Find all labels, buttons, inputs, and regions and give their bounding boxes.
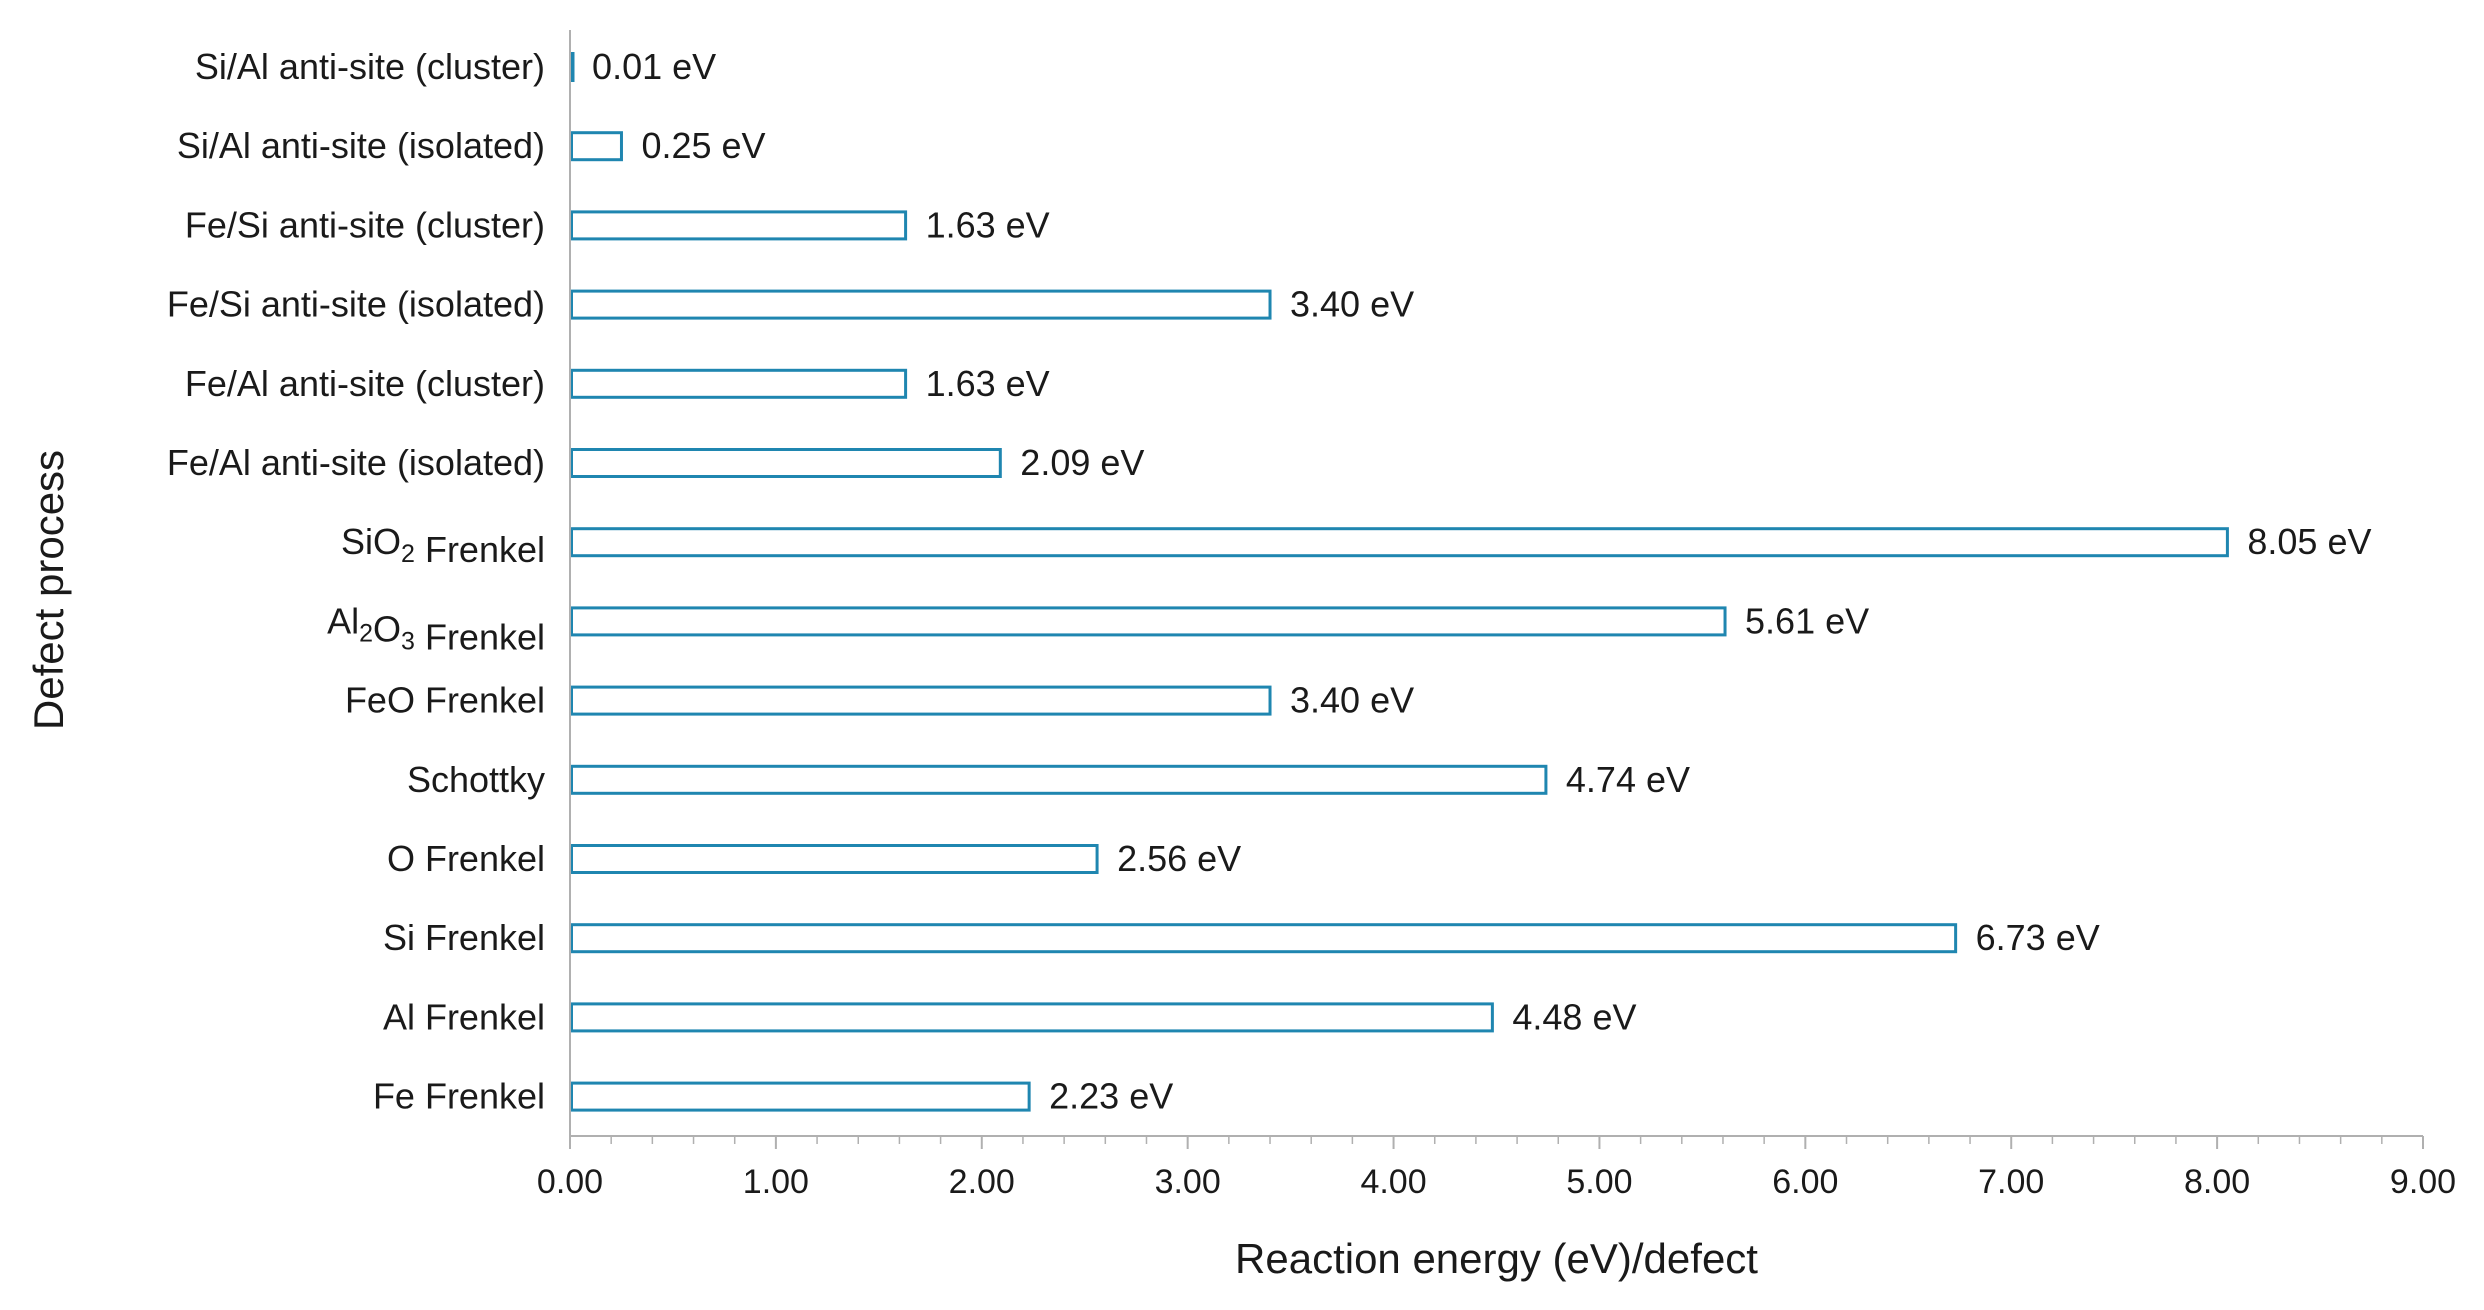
x-tick-label: 1.00 [743,1163,809,1201]
category-label: Si/Al anti-site (isolated) [177,125,545,166]
bars-layer [570,52,2229,1112]
category-label: Al Frenkel [383,996,545,1037]
bar-value-label: 8.05 eV [2247,521,2371,562]
category-label: Si/Al anti-site (cluster) [195,46,545,87]
bar-value-label: 2.23 eV [1049,1076,1173,1117]
bar [570,52,575,82]
category-label: Schottky [407,759,545,800]
category-label: Fe/Al anti-site (cluster) [185,363,545,404]
bar [570,289,1272,320]
y-axis-title: Defect process [25,450,72,730]
bar-value-label: 4.48 eV [1512,996,1636,1037]
bar [570,527,2229,558]
bar [570,210,908,241]
bar [570,923,1958,954]
bar [570,606,1727,637]
bar-value-label: 2.09 eV [1020,442,1144,483]
x-tick-label: 2.00 [949,1163,1015,1201]
bar-value-label: 1.63 eV [926,363,1050,404]
category-label: O Frenkel [387,838,545,879]
category-label: SiO2 Frenkel [341,521,545,570]
category-label: Fe/Al anti-site (isolated) [167,442,545,483]
x-tick-label: 9.00 [2390,1163,2456,1201]
category-label: Fe/Si anti-site (isolated) [167,284,545,325]
category-label: Fe Frenkel [373,1076,545,1117]
x-tick-label: 8.00 [2184,1163,2250,1201]
bar-value-label: 3.40 eV [1290,680,1414,721]
bar-value-label: 6.73 eV [1976,917,2100,958]
category-label: Si Frenkel [383,917,545,958]
x-axis-title: Reaction energy (eV)/defect [1235,1235,1758,1282]
x-tick-label: 0.00 [537,1163,603,1201]
x-tick-label: 7.00 [1978,1163,2044,1201]
bar [570,685,1272,716]
bar-value-label: 2.56 eV [1117,838,1241,879]
bar-value-label: 1.63 eV [926,204,1050,245]
x-axis: 0.00 1.00 2.00 3.00 4.00 5.00 6.00 7.00 8.00 9.00 [537,30,2456,1201]
bar [570,1081,1031,1112]
bar [570,368,908,399]
bar-value-label: 3.40 eV [1290,284,1414,325]
category-label: Fe/Si anti-site (cluster) [185,204,545,245]
bar [570,448,1002,478]
bar [570,1002,1494,1033]
labels-layer: 0.01 eV Si/Al anti-site (cluster) 0.25 eV S… [167,46,2372,1117]
x-tick-label: 6.00 [1772,1163,1838,1201]
category-label: Al2O3 Frenkel [327,600,545,657]
category-label: FeO Frenkel [345,680,545,721]
x-tick-label: 5.00 [1566,1163,1632,1201]
x-tick-label: 4.00 [1360,1163,1426,1201]
bar-value-label: 0.25 eV [641,125,765,166]
x-tick-label: 3.00 [1155,1163,1221,1201]
bar-value-label: 5.61 eV [1745,600,1869,641]
bar [570,764,1548,795]
bar-value-label: 0.01 eV [592,46,716,87]
bar-value-label: 4.74 eV [1566,759,1690,800]
bar [570,131,623,162]
bar [570,844,1099,874]
